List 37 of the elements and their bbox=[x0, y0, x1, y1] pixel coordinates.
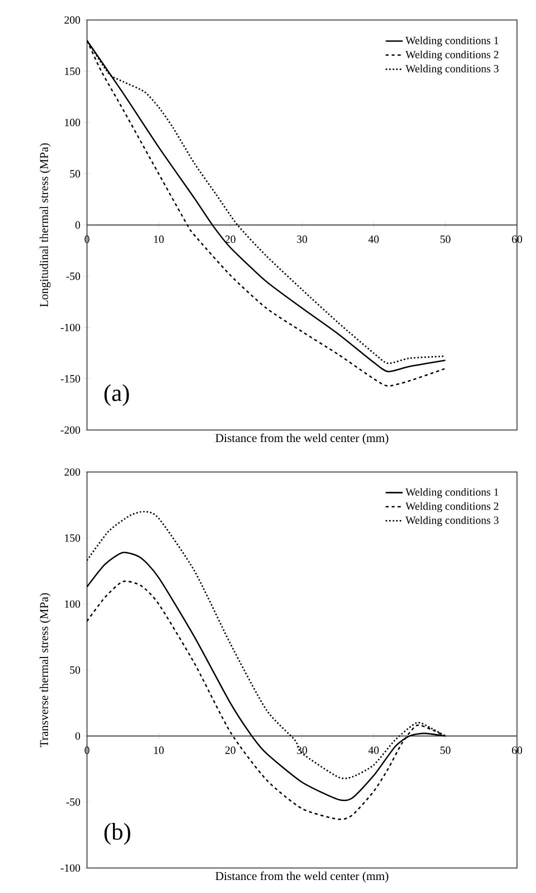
x-tick-label: 40 bbox=[368, 746, 379, 754]
legend-label: Welding conditions 2 bbox=[405, 50, 498, 61]
legend-label: Welding conditions 3 bbox=[405, 64, 498, 75]
y-tick-label: 0 bbox=[75, 221, 80, 229]
y-tick-label: -100 bbox=[60, 864, 80, 872]
x-axis-title: Distance from the weld center (mm) bbox=[216, 434, 388, 444]
y-tick-label: 100 bbox=[65, 118, 80, 126]
y-tick-label: -50 bbox=[66, 798, 80, 806]
x-tick-label: 20 bbox=[225, 746, 236, 754]
x-tick-label: 40 bbox=[368, 236, 379, 243]
y-tick-label: 50 bbox=[70, 170, 80, 178]
x-tick-label: 50 bbox=[440, 236, 450, 243]
y-tick-label: -50 bbox=[66, 272, 80, 280]
y-tick-label: 100 bbox=[65, 600, 80, 608]
x-tick-label: 20 bbox=[225, 236, 236, 243]
y-tick-label: 200 bbox=[64, 468, 80, 476]
y-axis-title: Longitudinal thermal stress (MPa) bbox=[40, 143, 51, 307]
y-tick-label: 50 bbox=[70, 666, 80, 674]
y-tick-label: 150 bbox=[65, 68, 80, 75]
legend-label: Welding conditions 3 bbox=[405, 516, 498, 526]
x-tick-label: 50 bbox=[440, 746, 450, 754]
y-tick-label: -150 bbox=[60, 375, 80, 382]
annotation: (a) bbox=[104, 384, 129, 406]
annotation: (b) bbox=[104, 823, 130, 845]
x-tick-label: 10 bbox=[154, 236, 164, 243]
y-tick-label: 150 bbox=[65, 534, 80, 542]
legend-label: Welding conditions 1 bbox=[405, 36, 498, 46]
y-axis-title: Transverse thermal stress (MPa) bbox=[40, 593, 51, 748]
y-tick-label: 0 bbox=[75, 732, 80, 740]
y-tick-label: -100 bbox=[60, 324, 80, 332]
x-axis-title: Distance from the weld center (mm) bbox=[216, 872, 388, 882]
legend-label: Welding conditions 2 bbox=[405, 502, 498, 512]
y-tick-label: -200 bbox=[60, 426, 80, 434]
x-tick-label: 30 bbox=[297, 236, 308, 243]
legend-label: Welding conditions 1 bbox=[405, 488, 498, 498]
y-tick-label: 200 bbox=[64, 16, 80, 24]
x-tick-label: 10 bbox=[154, 746, 164, 754]
